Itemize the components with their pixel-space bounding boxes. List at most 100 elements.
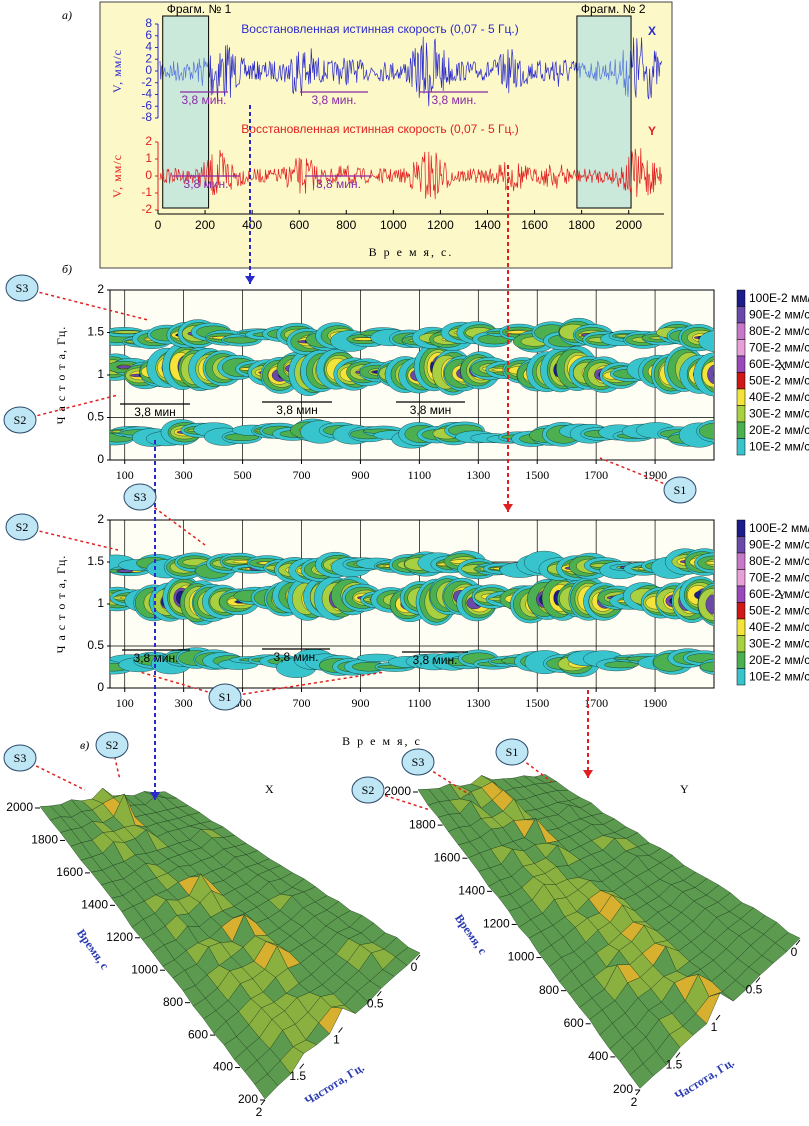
x-tick-label: 600 <box>289 218 309 232</box>
callout-line <box>224 671 386 698</box>
callout-line <box>21 526 119 551</box>
x-tick <box>635 1089 641 1096</box>
callout-line <box>367 789 431 811</box>
legend-label: 100E-2 мм/с <box>749 521 809 535</box>
x-tick-label: 1600 <box>521 218 548 232</box>
y-tick-label: 1600 <box>56 865 83 879</box>
legend-swatch <box>736 289 746 307</box>
annotation: 3,8 мин. <box>432 93 477 107</box>
y-tick-label: 1 <box>97 596 104 610</box>
x-tick-label: 1400 <box>474 218 501 232</box>
legend-label: 50E-2 мм/с <box>749 374 809 388</box>
y-tick-label: 200 <box>238 1092 258 1106</box>
x-axis-label: В р е м я, с <box>342 734 422 748</box>
x-tick <box>299 1063 305 1070</box>
y-tick-label: 1.5 <box>87 554 104 568</box>
y-tick-label: 1400 <box>458 884 485 898</box>
callout-bubble <box>495 738 529 766</box>
y-tick-label: -1 <box>141 185 152 199</box>
y-tick-label: 1.5 <box>87 325 104 339</box>
callout-bubble <box>351 776 385 804</box>
x-tick-label: 0 <box>791 945 798 959</box>
x-tick-label: 1200 <box>427 218 454 232</box>
legend-label: 50E-2 мм/с <box>749 604 809 618</box>
legend-label: 80E-2 мм/с <box>749 324 809 338</box>
signal-trace <box>159 148 662 200</box>
callout-label: S2 <box>362 783 375 797</box>
y-tick-label: 1800 <box>409 817 436 831</box>
x-tick-label: 200 <box>195 218 215 232</box>
fragment-label: Фрагм. № 2 <box>581 2 646 16</box>
y-tick-label: 0 <box>97 452 104 466</box>
contour-level <box>707 364 714 385</box>
callout-label: S2 <box>106 738 119 752</box>
callout-line <box>19 394 119 421</box>
series-label: X <box>265 782 274 796</box>
legend-label: 90E-2 мм/с <box>749 308 809 322</box>
x-tick <box>376 990 382 997</box>
legend-swatch <box>736 651 746 669</box>
callout-bubble <box>208 683 242 711</box>
y-tick-label: 0 <box>97 680 104 694</box>
callout-label: S3 <box>14 751 27 765</box>
y-tick-label: 1 <box>145 151 152 165</box>
x-tick-label: 1 <box>711 1020 718 1034</box>
y-tick-label: 800 <box>539 983 559 997</box>
x-tick-label: 1.5 <box>289 1069 306 1083</box>
contour-level <box>713 371 714 377</box>
y-tick-label: 2 <box>145 134 152 148</box>
chart-title: Восстановленная истинная скорость (0,07 … <box>241 122 518 136</box>
callout-bubble <box>663 476 697 504</box>
y-tick-label: 2000 <box>384 784 411 798</box>
series-label: Y <box>648 124 656 138</box>
x-tick-label: 0 <box>411 960 418 974</box>
contour-level <box>686 653 714 663</box>
callout-bubble <box>401 748 435 776</box>
contour-level <box>698 330 714 353</box>
y-axis-label: Ч а с т о т а, Гц. <box>54 555 68 654</box>
y-tick-label: 0.5 <box>87 410 104 424</box>
callout-line <box>417 761 471 796</box>
y-tick-label: 1 <box>97 367 104 381</box>
y-tick-label: 1000 <box>131 962 158 976</box>
contour-level <box>223 336 258 344</box>
x-tick-label: 700 <box>293 696 311 710</box>
x-tick-label: 1300 <box>466 468 490 482</box>
x-tick-label: 1.5 <box>666 1058 683 1072</box>
callout-label: S3 <box>16 281 29 295</box>
y-tick-label: 800 <box>163 995 183 1009</box>
signal-trace <box>159 36 662 107</box>
x-tick <box>675 1052 681 1058</box>
y-tick-label: -4 <box>141 87 152 101</box>
annotation: 3,8 мин <box>134 405 176 419</box>
y-tick-label: 1000 <box>508 950 535 964</box>
x-tick-label: 300 <box>175 468 193 482</box>
x-tick <box>338 1027 343 1033</box>
surface-cell <box>395 946 421 966</box>
x-tick-label: 0.5 <box>746 983 763 997</box>
x-axis-label: Частота, Гц. <box>302 1060 367 1108</box>
x-tick-label: 1800 <box>568 218 595 232</box>
legend-label: 40E-2 мм/с <box>749 390 809 404</box>
legend-swatch <box>736 339 746 357</box>
callout-line <box>21 287 149 321</box>
callout-label: S1 <box>506 745 519 759</box>
y-tick-label: 200 <box>613 1082 633 1096</box>
x-tick-label: 100 <box>116 696 134 710</box>
y-tick-label: 600 <box>188 1027 208 1041</box>
x-tick-label: 1700 <box>584 696 608 710</box>
legend-swatch <box>736 388 746 406</box>
y-tick-label: 8 <box>145 16 152 30</box>
contour-field <box>110 317 714 449</box>
y-tick-label: 0 <box>145 63 152 77</box>
legend-label: 80E-2 мм/с <box>749 554 809 568</box>
x-tick <box>795 939 801 946</box>
legend-label: 100E-2 мм/с <box>749 291 809 305</box>
x-tick-label: 1900 <box>643 696 667 710</box>
y-axis-label: Ч а с т о т а, Гц. <box>54 326 68 425</box>
y-tick-label: -2 <box>141 75 152 89</box>
contour-level <box>697 555 714 571</box>
callout-bubble <box>95 731 129 759</box>
x-tick <box>715 1014 721 1021</box>
annotation: 3,8 мин. <box>184 177 229 191</box>
